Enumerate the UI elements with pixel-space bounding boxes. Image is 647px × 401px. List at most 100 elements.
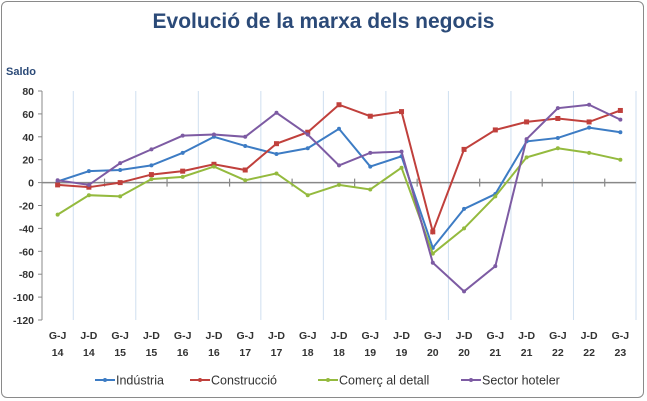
data-point [118,168,123,173]
data-point [399,165,404,170]
data-point [399,109,405,115]
x-tick-label: J-D [143,330,160,342]
data-point [336,102,342,108]
y-tick-label: 0 [28,178,34,190]
data-point [55,178,60,183]
x-tick-label: J-D [80,330,97,342]
data-point [461,146,467,152]
data-point [617,107,623,113]
data-point [555,146,560,151]
data-point [86,184,92,190]
data-point [462,289,467,294]
x-tick-label: 14 [83,347,95,359]
data-point [618,157,623,162]
legend-marker [469,378,473,382]
y-tick-label: 40 [22,132,34,144]
x-tick-label: G-J [612,330,630,342]
data-point [586,119,592,125]
data-point [274,171,279,176]
x-tick-label: 19 [396,347,408,359]
legend-label: Comerç al detall [339,374,429,388]
data-point [618,130,623,135]
x-tick-label: 16 [177,347,189,359]
x-tick-label: G-J [424,330,442,342]
x-tick-label: G-J [49,330,67,342]
data-point [180,168,186,174]
data-point [430,251,435,256]
data-point [555,135,560,140]
y-tick-label: 80 [22,86,34,98]
data-point [524,137,529,142]
y-tick-label: 60 [22,109,34,121]
data-point [180,133,185,138]
y-tick-label: -100 [13,292,34,304]
data-point [86,182,91,187]
x-tick-label: 23 [615,347,627,359]
x-tick-label: G-J [111,330,129,342]
data-point [242,167,248,173]
data-point [618,117,623,122]
data-point [55,212,60,217]
data-point [587,102,592,107]
legend-marker [198,378,202,382]
data-point [211,164,216,169]
x-tick-label: 21 [521,347,533,359]
x-tick-label: 17 [239,347,251,359]
y-axis-label: Saldo [6,66,36,78]
x-tick-label: G-J [174,330,192,342]
data-point [180,174,185,179]
y-tick-label: -20 [19,201,34,213]
x-tick-label: J-D [518,330,535,342]
data-point [462,226,467,231]
data-point [86,193,91,198]
data-point [430,229,436,235]
y-tick-label: -80 [19,269,34,281]
data-point [86,169,91,174]
data-point [337,126,341,131]
data-point [493,194,498,199]
series-line-0 [57,126,621,250]
data-point [305,146,310,151]
data-point [524,155,529,160]
x-tick-label: 18 [302,347,314,359]
data-point [211,161,217,167]
data-point [118,161,123,166]
x-tick-label: 14 [52,347,64,359]
data-point [555,115,561,121]
y-tick-label: -60 [19,246,34,258]
data-point [337,163,341,168]
data-point [399,149,404,154]
chart-title: Evolució de la marxa dels negocis [152,10,495,33]
data-point [492,127,498,133]
data-point [243,143,248,148]
data-point [148,172,154,178]
legend-marker [103,378,107,382]
series-line-3 [57,103,621,293]
series-line-1 [57,103,621,236]
data-point [368,150,373,155]
legend-label: Indústria [116,374,164,388]
x-tick-label: G-J [362,330,380,342]
data-point [462,206,467,211]
data-point [305,129,311,135]
data-point [367,113,373,119]
data-point [180,150,185,155]
x-tick-label: 16 [208,347,220,359]
data-point [149,147,154,152]
data-point [493,264,498,269]
data-point [211,132,216,137]
data-point [368,187,373,192]
x-tick-label: 20 [427,347,439,359]
data-point [117,180,123,186]
data-point [555,106,560,111]
data-point [305,132,310,137]
x-tick-label: 17 [271,347,283,359]
data-point [243,134,248,139]
data-point [273,141,279,147]
y-tick-label: -40 [19,223,34,235]
legend-marker [326,378,330,382]
x-tick-label: 21 [489,347,501,359]
y-tick-label: -120 [13,315,34,327]
